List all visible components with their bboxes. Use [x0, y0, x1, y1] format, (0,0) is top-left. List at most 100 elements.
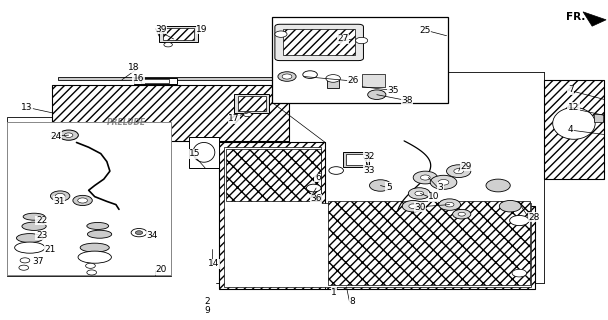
- Text: 37: 37: [32, 258, 44, 267]
- Text: 21: 21: [44, 245, 56, 254]
- Bar: [142, 79, 170, 83]
- Circle shape: [19, 265, 29, 270]
- Text: 1: 1: [331, 288, 337, 297]
- Text: 8: 8: [350, 297, 355, 306]
- Bar: [344, 152, 369, 167]
- Circle shape: [370, 180, 392, 191]
- Text: FR.: FR.: [566, 12, 586, 22]
- Circle shape: [243, 112, 252, 117]
- Circle shape: [438, 180, 449, 185]
- Text: 23: 23: [36, 231, 47, 240]
- Circle shape: [409, 204, 418, 209]
- Ellipse shape: [87, 222, 109, 229]
- Text: 19: 19: [196, 25, 207, 34]
- Text: 36: 36: [310, 194, 322, 204]
- Text: 2: 2: [204, 297, 210, 306]
- Circle shape: [275, 31, 287, 37]
- Bar: [7, 122, 171, 275]
- Text: 17: 17: [228, 114, 240, 123]
- Polygon shape: [188, 137, 219, 168]
- Text: PRELUDE: PRELUDE: [107, 118, 146, 127]
- Text: 38: 38: [401, 96, 413, 105]
- Circle shape: [512, 269, 527, 277]
- Ellipse shape: [80, 243, 109, 252]
- Text: 5: 5: [386, 183, 392, 192]
- Text: 32: 32: [364, 152, 375, 161]
- Bar: [7, 117, 171, 276]
- Circle shape: [64, 133, 73, 137]
- Ellipse shape: [15, 242, 45, 253]
- Circle shape: [368, 90, 386, 100]
- Text: 6: 6: [315, 173, 320, 182]
- FancyBboxPatch shape: [275, 24, 364, 60]
- Polygon shape: [224, 147, 531, 287]
- Text: 15: 15: [188, 149, 200, 158]
- Bar: [594, 114, 603, 122]
- Circle shape: [329, 167, 344, 174]
- Ellipse shape: [88, 230, 112, 238]
- Circle shape: [20, 258, 30, 263]
- Ellipse shape: [23, 213, 45, 220]
- Text: 27: 27: [337, 35, 349, 44]
- Circle shape: [73, 196, 92, 205]
- Ellipse shape: [553, 108, 595, 139]
- Text: 29: 29: [460, 162, 472, 171]
- Bar: [164, 28, 193, 40]
- Circle shape: [306, 184, 321, 192]
- Circle shape: [438, 199, 460, 210]
- Circle shape: [326, 75, 340, 82]
- Text: 10: 10: [429, 192, 440, 201]
- Polygon shape: [583, 12, 606, 26]
- Circle shape: [409, 188, 430, 199]
- Circle shape: [486, 179, 510, 192]
- Bar: [327, 77, 339, 88]
- Text: 4: 4: [568, 125, 573, 134]
- Text: 25: 25: [420, 27, 430, 36]
- Text: 18: 18: [128, 63, 140, 72]
- Text: 22: 22: [36, 216, 47, 225]
- Text: 9: 9: [204, 306, 210, 315]
- Text: 28: 28: [528, 213, 540, 222]
- Text: 33: 33: [364, 166, 375, 175]
- Polygon shape: [544, 80, 604, 179]
- Bar: [362, 74, 385, 87]
- Bar: [272, 17, 448, 103]
- Circle shape: [87, 270, 97, 275]
- Text: 34: 34: [147, 231, 157, 240]
- Text: 7: 7: [568, 85, 573, 94]
- Circle shape: [59, 130, 78, 140]
- Bar: [347, 154, 366, 165]
- Polygon shape: [52, 85, 289, 141]
- Circle shape: [356, 37, 368, 44]
- Circle shape: [499, 200, 521, 212]
- Circle shape: [131, 228, 147, 237]
- Bar: [159, 26, 198, 42]
- Circle shape: [413, 171, 437, 184]
- Circle shape: [454, 169, 463, 174]
- Circle shape: [421, 175, 430, 180]
- Text: 39: 39: [156, 25, 167, 34]
- Ellipse shape: [22, 222, 46, 230]
- Text: 16: 16: [133, 74, 145, 83]
- Circle shape: [446, 165, 471, 178]
- Circle shape: [510, 215, 529, 226]
- Circle shape: [50, 191, 70, 201]
- Polygon shape: [328, 201, 530, 285]
- Circle shape: [458, 212, 465, 216]
- Text: 13: 13: [21, 103, 32, 112]
- Text: 3: 3: [437, 183, 443, 192]
- Circle shape: [430, 175, 457, 189]
- Circle shape: [415, 191, 424, 196]
- Text: 14: 14: [208, 259, 219, 268]
- Ellipse shape: [16, 234, 43, 243]
- Circle shape: [136, 231, 143, 235]
- Circle shape: [402, 200, 424, 212]
- Text: 35: 35: [388, 86, 399, 95]
- Circle shape: [278, 72, 296, 81]
- Text: 31: 31: [54, 197, 65, 206]
- Polygon shape: [219, 142, 534, 289]
- Polygon shape: [58, 77, 280, 80]
- Ellipse shape: [193, 142, 215, 162]
- Bar: [238, 96, 266, 111]
- Text: 24: 24: [50, 132, 61, 140]
